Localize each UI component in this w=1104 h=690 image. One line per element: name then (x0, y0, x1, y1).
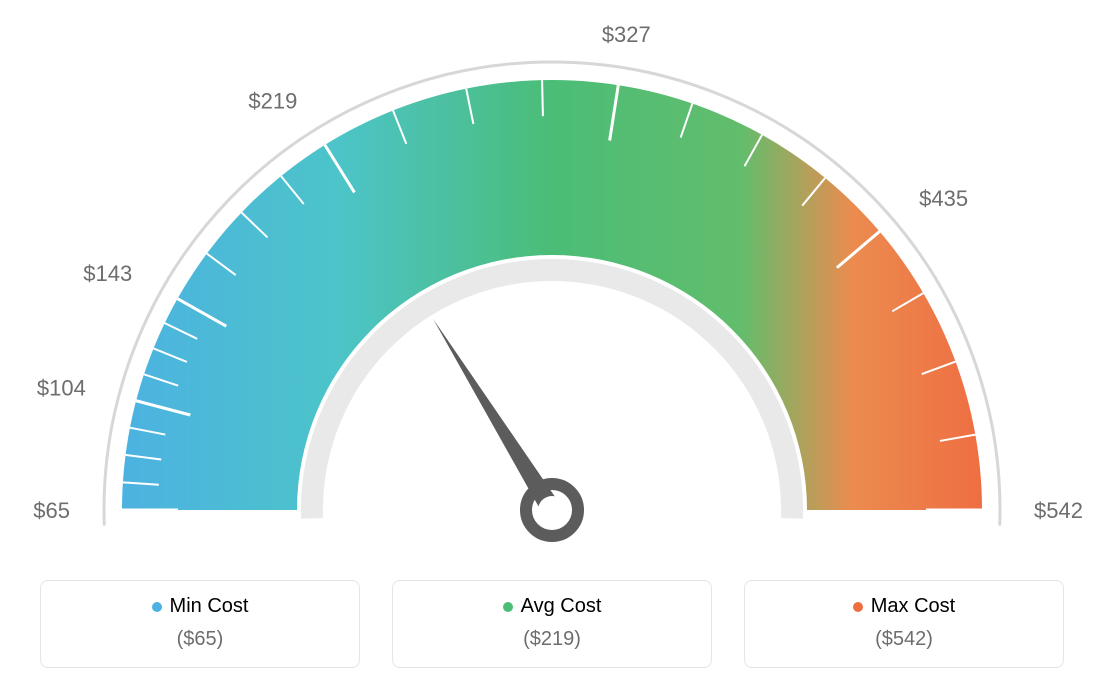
legend-dot-min (152, 602, 162, 612)
legend-value-max: ($542) (745, 628, 1063, 651)
legend-title-max: Max Cost (853, 595, 955, 618)
legend-label-max: Max Cost (871, 595, 955, 618)
svg-text:$104: $104 (37, 376, 86, 401)
legend-title-avg: Avg Cost (503, 595, 602, 618)
legend-label-min: Min Cost (170, 595, 249, 618)
legend-value-min: ($65) (41, 628, 359, 651)
legend-label-avg: Avg Cost (521, 595, 602, 618)
svg-text:$542: $542 (1034, 498, 1083, 523)
svg-text:$435: $435 (919, 186, 968, 211)
legend-value-avg: ($219) (393, 628, 711, 651)
legend-dot-avg (503, 602, 513, 612)
legend-title-min: Min Cost (152, 595, 249, 618)
legend-dot-max (853, 602, 863, 612)
legend-card-max: Max Cost ($542) (744, 580, 1064, 668)
svg-text:$65: $65 (33, 498, 70, 523)
legend-card-min: Min Cost ($65) (40, 580, 360, 668)
gauge-svg: $65 $104 $143 $219 $327 $435 $542 (20, 20, 1084, 560)
svg-text:$327: $327 (602, 22, 651, 47)
cost-gauge: $65 $104 $143 $219 $327 $435 $542 (20, 20, 1084, 560)
legend-card-avg: Avg Cost ($219) (392, 580, 712, 668)
legend: Min Cost ($65) Avg Cost ($219) Max Cost … (20, 580, 1084, 668)
svg-text:$219: $219 (248, 89, 297, 114)
svg-text:$143: $143 (83, 261, 132, 286)
